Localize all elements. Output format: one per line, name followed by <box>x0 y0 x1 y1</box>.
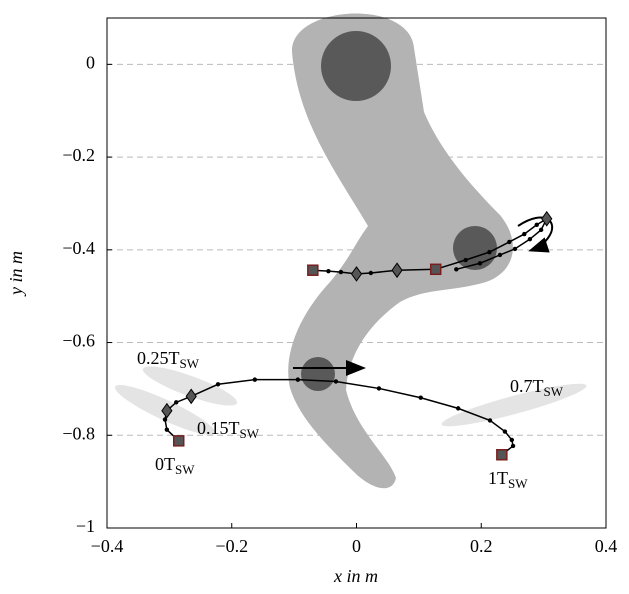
phase-annotation: 0.7TSW <box>510 376 564 399</box>
hip-joint <box>321 31 391 101</box>
y-tick-label: −0.2 <box>62 145 95 165</box>
dot-marker <box>338 269 344 275</box>
phase-annotation: 0.25TSW <box>137 348 200 371</box>
square-marker <box>307 264 319 276</box>
annotation-text: 1T <box>488 468 508 488</box>
dot-marker <box>502 429 508 434</box>
dot-marker <box>295 377 301 382</box>
annotation-subscript: SW <box>544 384 564 399</box>
annotation-subscript: SW <box>175 462 195 477</box>
x-tick-label: −0.2 <box>215 536 248 556</box>
variance-ellipse <box>142 366 238 406</box>
diamond-marker <box>391 262 403 279</box>
dot-marker <box>463 257 468 263</box>
ankle-joint <box>301 357 335 391</box>
square-marker <box>429 263 442 276</box>
dot-marker <box>368 270 374 276</box>
dot-marker <box>174 400 179 405</box>
dot-marker <box>162 417 168 422</box>
dot-marker <box>455 406 461 411</box>
annotation-text: 0.7T <box>510 376 544 396</box>
dot-marker <box>497 252 503 258</box>
dot-marker <box>538 227 544 233</box>
phase-annotation: 0.15TSW <box>197 418 260 441</box>
dot-marker <box>477 261 483 266</box>
dot-marker <box>510 443 516 449</box>
dot-marker <box>418 395 423 400</box>
y-tick-label: −0.8 <box>62 423 95 443</box>
dot-marker <box>164 427 170 432</box>
dot-marker <box>509 437 515 443</box>
knee-joint <box>453 226 497 270</box>
y-tick-label: 0 <box>86 52 95 72</box>
dot-marker <box>326 268 331 274</box>
diamond-marker <box>541 210 553 227</box>
dot-marker <box>333 379 339 384</box>
square-marker <box>496 448 508 461</box>
dot-marker <box>215 382 221 387</box>
plot-area <box>161 210 553 461</box>
x-tick-label: 0 <box>352 536 361 556</box>
annotation-subscript: SW <box>180 356 200 371</box>
x-tick-label: −0.4 <box>91 536 124 556</box>
annotation-text: 0.25T <box>137 348 180 368</box>
dot-marker <box>252 377 258 382</box>
diamond-marker <box>161 402 173 419</box>
x-tick-label: 0.2 <box>470 536 493 556</box>
square-marker <box>172 435 185 447</box>
dot-marker <box>522 231 527 237</box>
y-tick-label: −1 <box>76 516 95 536</box>
dot-marker <box>454 267 459 272</box>
direction-arrow <box>517 216 554 253</box>
y-tick-label: −0.4 <box>62 238 95 258</box>
annotation-text: 0T <box>155 454 175 474</box>
diamond-marker <box>185 388 197 405</box>
dot-marker <box>487 249 492 255</box>
x-axis-label: x in m <box>333 566 378 586</box>
annotation-subscript: SW <box>240 426 260 441</box>
x-tick-label: 0.4 <box>595 536 618 556</box>
dot-marker <box>534 222 539 227</box>
phase-annotation: 0TSW <box>155 454 195 477</box>
y-axis-label: y in m <box>6 251 26 297</box>
dot-marker <box>507 239 512 245</box>
annotation-text: 0.15T <box>197 418 240 438</box>
leg-silhouette <box>288 13 513 489</box>
diamond-marker <box>350 266 363 282</box>
y-tick-label: −0.6 <box>62 331 95 351</box>
annotation-subscript: SW <box>508 476 528 491</box>
dot-marker <box>487 418 493 423</box>
dot-marker <box>376 386 382 391</box>
dot-marker <box>512 246 518 252</box>
phase-annotation: 1TSW <box>488 468 528 491</box>
dot-marker <box>527 236 533 242</box>
